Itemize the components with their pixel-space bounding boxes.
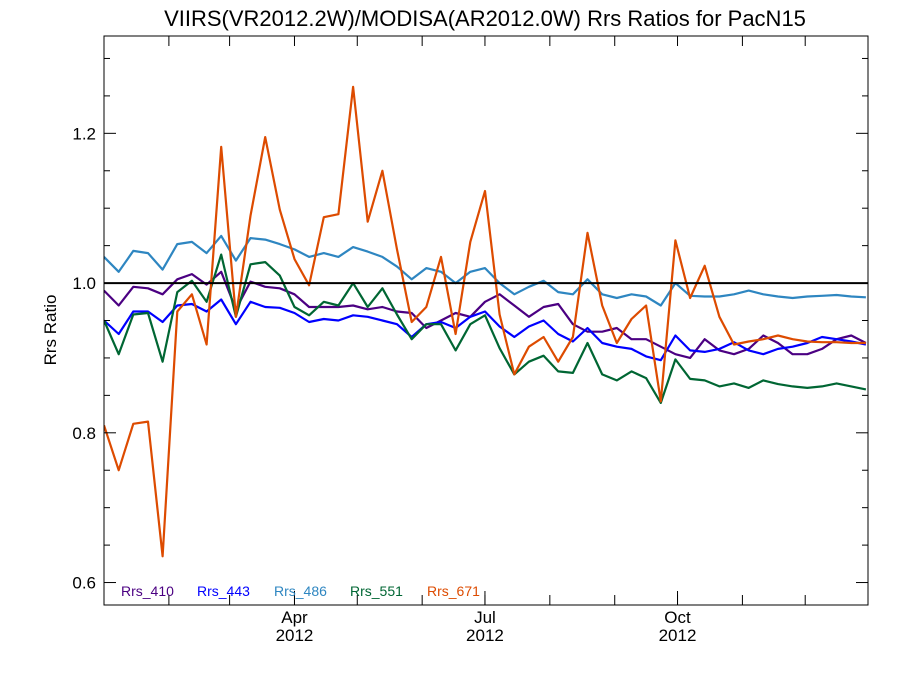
x-tick-label-year: 2012 [276,626,314,645]
x-tick-label-year: 2012 [659,626,697,645]
y-axis-label: Rrs Ratio [41,295,60,366]
x-tick-label-month: Oct [664,608,691,627]
legend-entry-rrs-671: Rrs_671 [427,583,480,599]
x-tick-label-month: Apr [281,608,308,627]
y-tick-label: 0.6 [72,574,96,593]
legend-entry-rrs-486: Rrs_486 [274,583,327,599]
series-line-rrs-671 [104,85,866,558]
series-line-rrs-443 [104,298,867,362]
legend-entry-rrs-443: Rrs_443 [197,583,250,599]
legend-entry-rrs-551: Rrs_551 [350,583,403,599]
y-tick-label: 1.2 [72,124,96,143]
chart-title: VIIRS(VR2012.2W)/MODISA(AR2012.0W) Rrs R… [164,6,806,31]
x-tick-label-year: 2012 [466,626,504,645]
series-line-rrs-551 [104,253,867,404]
legend-entry-rrs-410: Rrs_410 [121,583,174,599]
plot-area: 0.60.81.01.2Apr2012Jul2012Oct2012Rrs_410… [72,35,869,645]
y-tick-label: 1.0 [72,274,96,293]
y-tick-label: 0.8 [72,424,96,443]
x-tick-label-month: Jul [474,608,496,627]
